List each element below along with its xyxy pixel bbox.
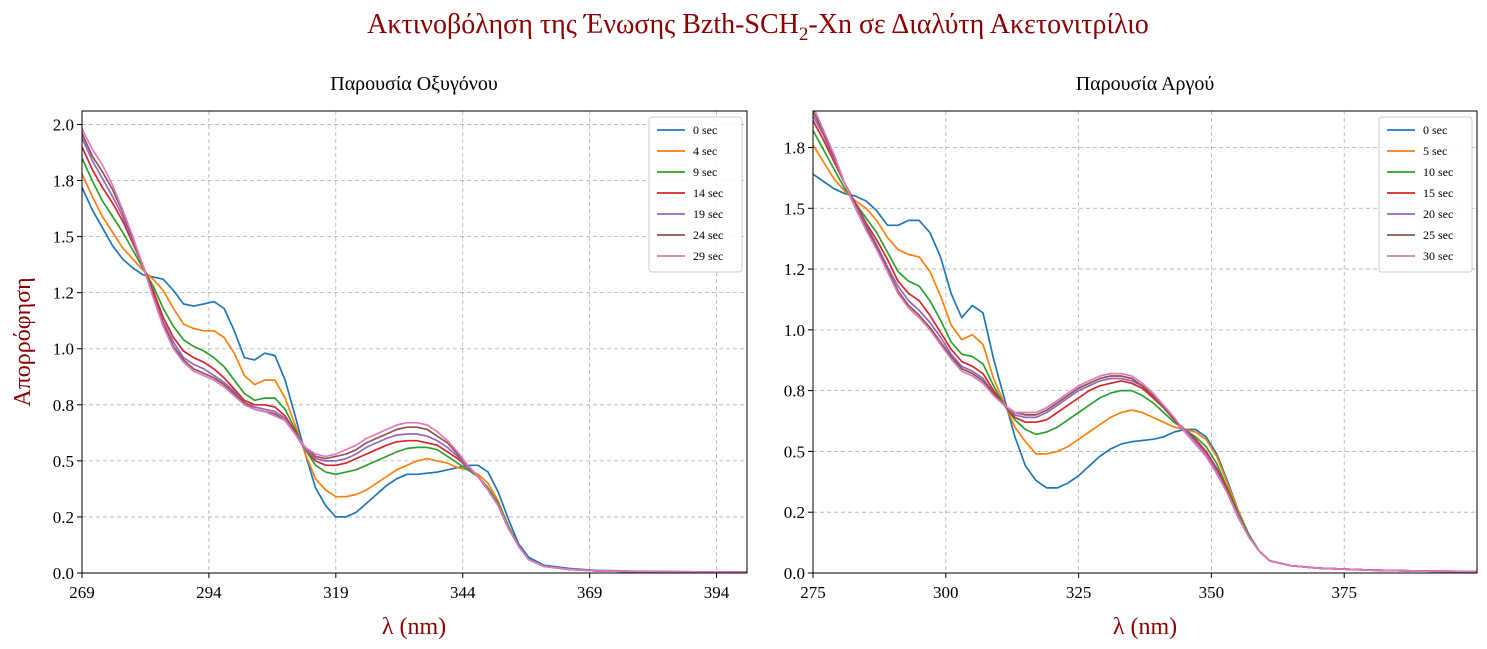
right-y-tick-label: 0.0 (784, 564, 805, 583)
right-y-tick-label: 1.8 (784, 138, 805, 157)
right-x-tick-label: 375 (1331, 583, 1357, 602)
left-chart-title: Παρουσία Οξυγόνου (330, 73, 498, 95)
figure-title-main: Ακτινοβόληση της Ένωσης Bzth-SCH (367, 9, 799, 40)
right-series-group (813, 111, 1477, 573)
left-x-tick-label: 394 (704, 583, 730, 602)
left-x-axis-label: λ (nm) (382, 614, 446, 640)
left-plot-background (82, 111, 747, 573)
right-y-tick-label: 0.2 (784, 503, 805, 522)
right-legend-label: 5 sec (1423, 144, 1447, 158)
right-legend-box (1378, 116, 1473, 273)
left-y-tick-label: 1.2 (53, 284, 74, 303)
left-y-tick-label: 1.0 (53, 340, 74, 359)
left-legend-label: 4 sec (693, 144, 717, 158)
left-legend: 0 sec 4 sec 9 sec 14 sec 19 sec 24 sec 29 sec (648, 116, 743, 273)
right-x-tick-label: 325 (1066, 583, 1092, 602)
left-y-tick-label: 0.2 (53, 508, 74, 527)
left-y-tick-label: 1.8 (53, 172, 74, 191)
left-x-tick-label: 294 (196, 583, 222, 602)
left-x-tick-label: 269 (69, 583, 95, 602)
left-legend-box (648, 116, 743, 273)
left-legend-label: 19 sec (693, 207, 723, 221)
left-series-line-2 (82, 157, 747, 573)
right-y-tick-label: 0.8 (784, 382, 805, 401)
figure-title-subscript: 2 (799, 24, 809, 45)
right-y-tick-label: 1.5 (784, 199, 805, 218)
left-plot-area: 269 294 319 344 369 394 0.0 0.2 0.5 0.8 1.0 1.2 1.5 1… (53, 110, 748, 602)
left-y-tick-label: 2.0 (53, 115, 74, 134)
right-y-tick-label: 1.2 (784, 260, 805, 279)
left-y-tick-label: 0.0 (53, 564, 74, 583)
right-chart-title: Παρουσία Αργού (1076, 73, 1215, 95)
right-x-axis-label: λ (nm) (1113, 614, 1177, 640)
right-legend-label: 30 sec (1423, 249, 1453, 263)
left-y-tick-label: 0.8 (53, 396, 74, 415)
left-series-line-0 (82, 186, 747, 573)
left-y-axis-label: Απορρόφηση (10, 277, 36, 406)
left-legend-label: 14 sec (693, 186, 723, 200)
right-legend-label: 25 sec (1423, 228, 1453, 242)
right-x-tick-label: 275 (800, 583, 826, 602)
right-x-tick-label: 300 (933, 583, 959, 602)
left-legend-label: 29 sec (693, 249, 723, 263)
left-y-tick-label: 1.5 (53, 228, 74, 247)
left-x-tick-label: 344 (450, 583, 476, 602)
right-plot-background (813, 111, 1477, 573)
left-x-tick-label: 319 (323, 583, 349, 602)
figure-title-tail: -Xn σε Διαλύτη Ακετονιτρίλιο (808, 9, 1148, 40)
left-plot-frame (81, 110, 748, 574)
right-legend-label: 15 sec (1423, 186, 1453, 200)
right-y-tick-label: 1.0 (784, 321, 805, 340)
right-legend-label: 10 sec (1423, 165, 1453, 179)
left-series-group (82, 128, 747, 573)
right-series-line-4 (813, 115, 1477, 573)
left-y-tick-label: 0.5 (53, 452, 74, 471)
right-series-line-6 (814, 111, 1477, 573)
left-series-line-6 (82, 128, 747, 573)
right-y-tick-label: 0.5 (784, 442, 805, 461)
right-x-tick-label: 350 (1199, 583, 1225, 602)
right-legend: 0 sec 5 sec 10 sec 15 sec 20 sec 25 sec 30 sec (1378, 116, 1473, 273)
left-legend-label: 0 sec (693, 123, 717, 137)
left-legend-label: 9 sec (693, 165, 717, 179)
right-legend-label: 20 sec (1423, 207, 1453, 221)
right-legend-label: 0 sec (1423, 123, 1447, 137)
right-plot-frame (812, 110, 1478, 574)
right-plot-area: 275 300 325 350 375 0.0 0.2 0.5 0.8 1.0 1.2 1.5 1.8 0… (784, 110, 1478, 602)
left-x-tick-label: 369 (577, 583, 603, 602)
left-legend-label: 24 sec (693, 228, 723, 242)
right-series-line-2 (813, 130, 1477, 573)
right-series-line-1 (813, 144, 1477, 573)
figure-title: Ακτινοβόληση της Ένωσης Bzth-SCH2-Xn σε … (367, 9, 1149, 45)
